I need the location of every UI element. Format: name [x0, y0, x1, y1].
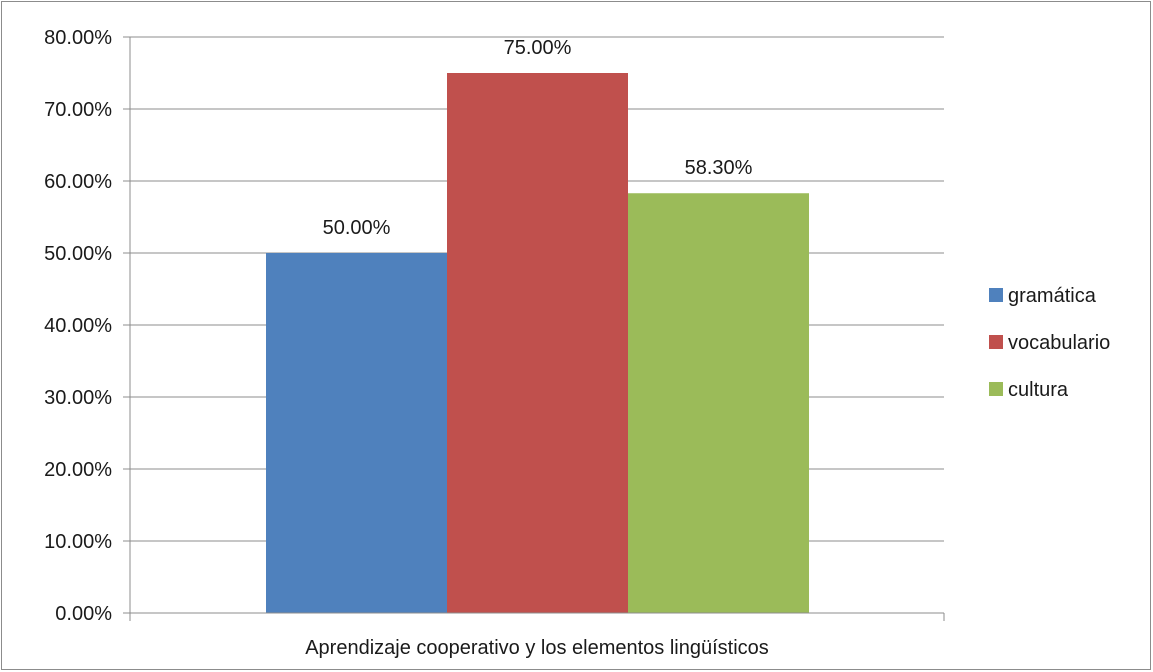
data-label: 58.30%	[685, 157, 753, 179]
bar-cultura	[628, 193, 809, 614]
bar-vocabulario	[447, 73, 628, 613]
y-tick-label: 70.00%	[44, 99, 112, 121]
legend-swatch	[989, 382, 1003, 396]
category-label: Aprendizaje cooperativo y los elementos …	[305, 637, 769, 659]
y-tick-label: 20.00%	[44, 459, 112, 481]
legend-swatch	[989, 335, 1003, 349]
legend-label: vocabulario	[1008, 332, 1110, 354]
legend-swatch	[989, 288, 1003, 302]
y-tick-label: 60.00%	[44, 171, 112, 193]
y-tick-label: 40.00%	[44, 315, 112, 337]
legend-label: gramática	[1008, 285, 1097, 307]
data-label: 75.00%	[504, 37, 572, 59]
data-label: 50.00%	[323, 217, 391, 239]
y-tick-label: 80.00%	[44, 27, 112, 49]
y-tick-label: 50.00%	[44, 243, 112, 265]
bar-gramatica	[266, 253, 447, 613]
legend-label: cultura	[1008, 379, 1069, 401]
y-tick-label: 0.00%	[55, 603, 112, 625]
y-tick-label: 30.00%	[44, 387, 112, 409]
y-tick-label: 10.00%	[44, 531, 112, 553]
